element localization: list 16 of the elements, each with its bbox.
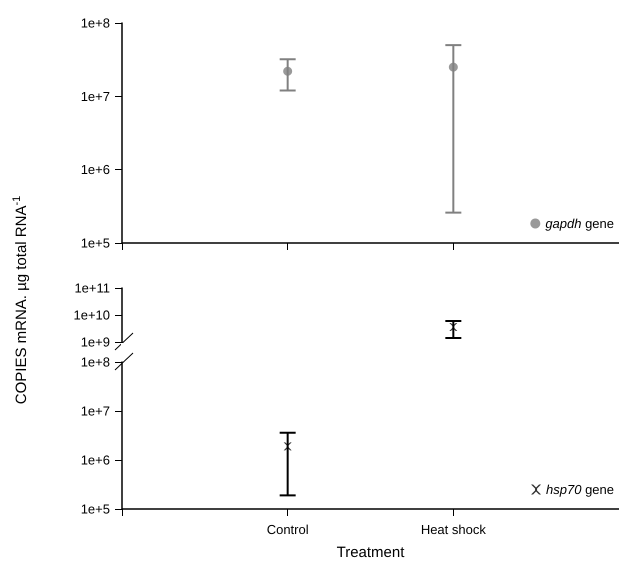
y-tick-label: 1e+9 [80, 334, 110, 350]
legend-label: hsp70 gene [546, 482, 614, 497]
x-tick-label: Control [266, 522, 309, 537]
y-tick-label: 1e+5 [80, 502, 110, 516]
legend-label: gapdh gene [545, 216, 614, 231]
y-tick-label: 1e+10 [73, 308, 110, 322]
y-tick-label: 1e+7 [80, 88, 110, 104]
y-tick-label: 1e+8 [80, 354, 110, 370]
y-tick-label: 1e+5 [80, 236, 110, 250]
x-axis-title: Treatment [336, 544, 406, 561]
y-tick-label: 1e+6 [80, 452, 110, 468]
x-tick-label: Heat shock [420, 522, 486, 537]
y-tick-label: 1e+11 [74, 280, 110, 296]
y-tick-label: 1e+7 [80, 404, 110, 418]
y-tick-label: 1e+6 [80, 162, 110, 178]
y-tick-label: 1e+8 [80, 16, 110, 30]
